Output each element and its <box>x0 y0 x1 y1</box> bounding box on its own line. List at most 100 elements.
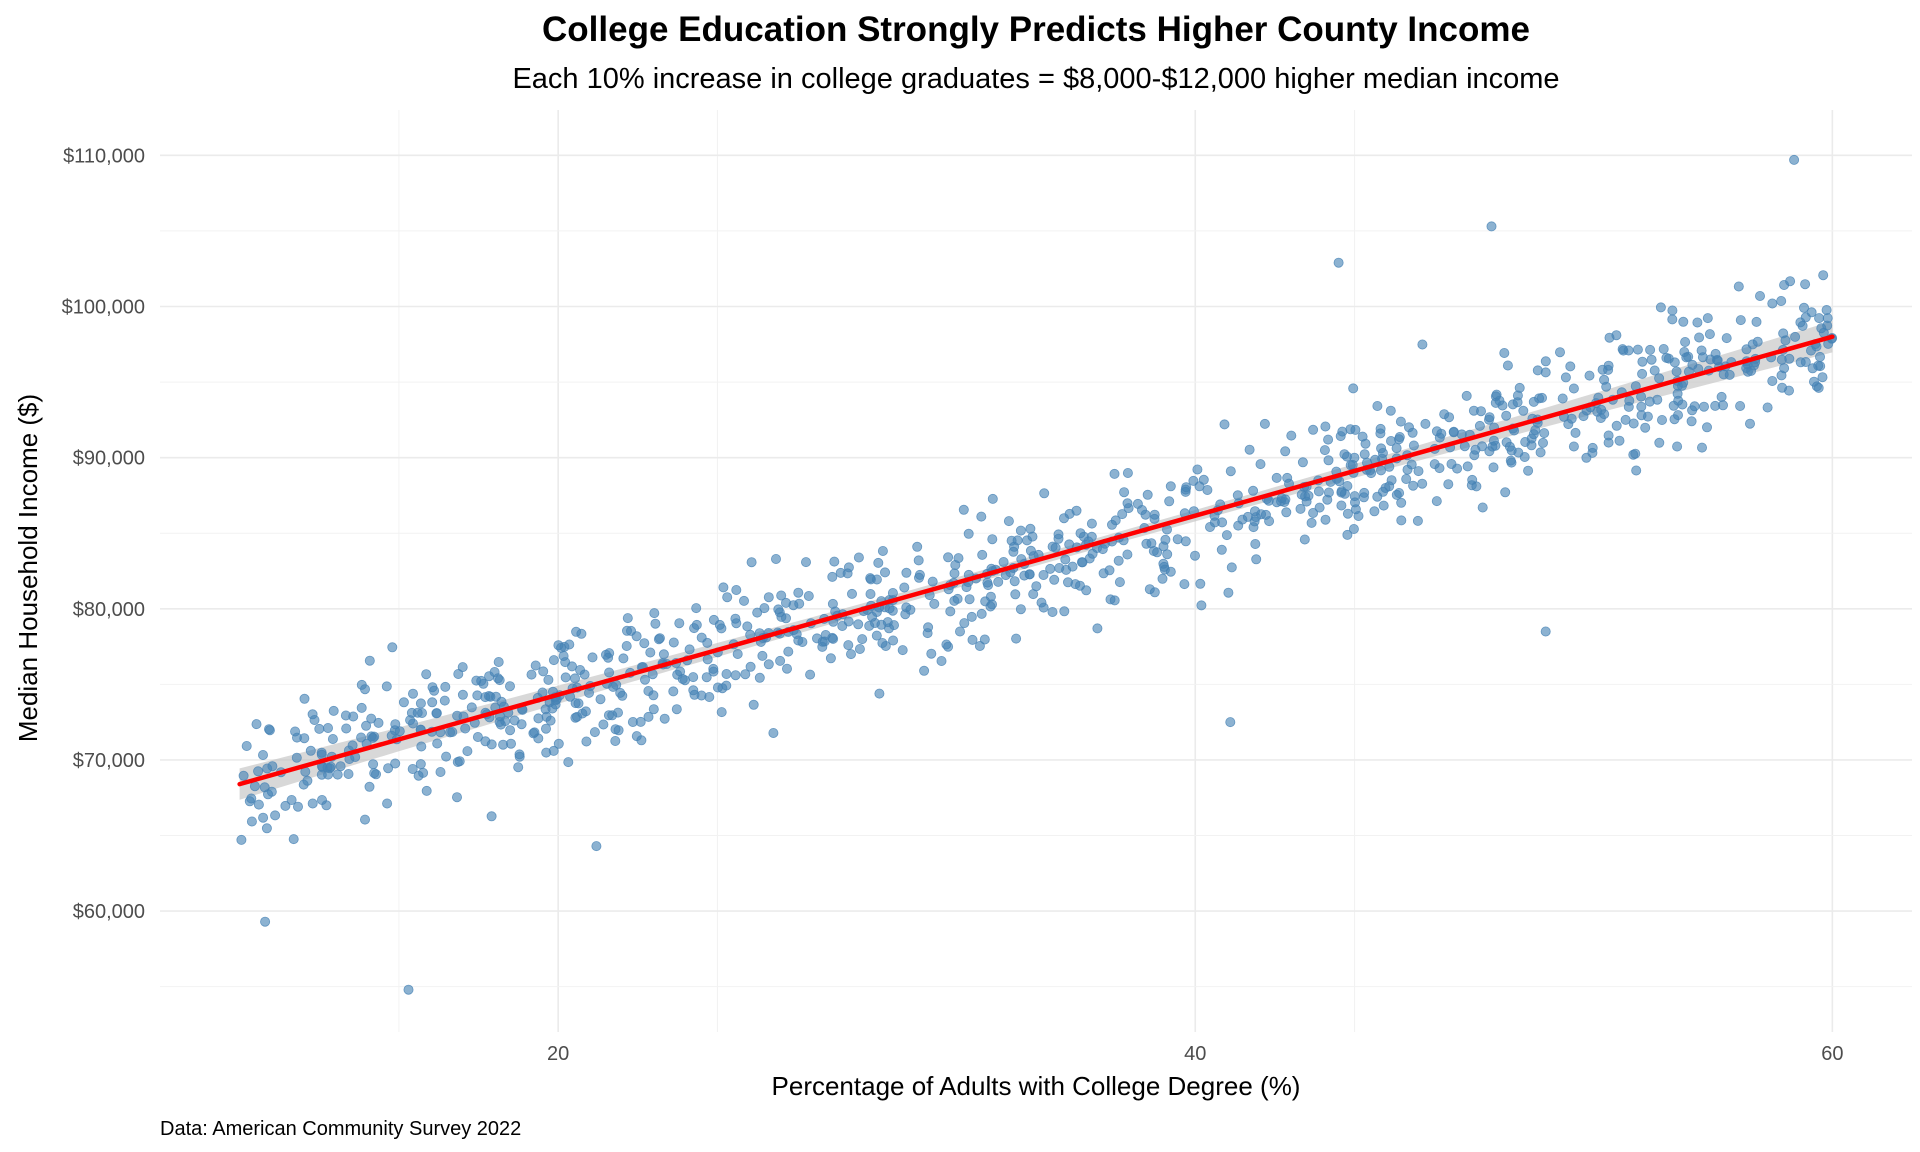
data-point <box>1501 437 1512 448</box>
data-point <box>974 641 985 652</box>
data-point <box>649 608 660 619</box>
data-point <box>1502 360 1513 371</box>
data-point <box>1599 409 1610 420</box>
data-point <box>912 541 923 552</box>
data-point <box>1762 402 1773 413</box>
data-point <box>236 834 247 845</box>
data-point <box>251 719 262 730</box>
data-point <box>1067 561 1078 572</box>
data-point <box>949 595 960 606</box>
data-point <box>847 588 858 599</box>
data-point <box>887 605 898 616</box>
data-point <box>752 607 763 618</box>
data-point <box>1336 500 1347 511</box>
data-point <box>740 669 751 680</box>
data-point <box>545 715 556 726</box>
data-point <box>621 641 632 652</box>
data-point <box>1407 427 1418 438</box>
data-point <box>1646 354 1657 365</box>
data-point <box>721 669 732 680</box>
data-point <box>290 726 301 737</box>
data-point <box>1077 557 1088 568</box>
data-point <box>793 587 804 598</box>
data-point <box>1376 465 1387 476</box>
data-point <box>1375 423 1386 434</box>
data-point <box>1295 503 1306 514</box>
data-point <box>462 746 473 757</box>
data-point <box>1408 480 1419 491</box>
data-point <box>572 711 583 722</box>
data-point <box>712 682 723 693</box>
data-point <box>1011 633 1022 644</box>
data-point <box>1488 462 1499 473</box>
data-point <box>672 669 683 680</box>
data-point <box>1637 356 1648 367</box>
data-point <box>768 728 779 739</box>
data-point <box>1164 496 1175 507</box>
data-point <box>702 637 713 648</box>
data-point <box>1047 607 1058 618</box>
data-point <box>560 672 571 683</box>
data-point <box>1668 400 1679 411</box>
data-point <box>1780 335 1791 346</box>
data-point <box>1104 565 1115 576</box>
data-point <box>307 709 318 720</box>
data-point <box>1528 429 1539 440</box>
data-point <box>854 644 865 655</box>
data-point <box>1735 400 1746 411</box>
data-point <box>322 723 333 734</box>
data-point <box>1581 452 1592 463</box>
data-point <box>1009 576 1020 587</box>
data-point <box>1063 577 1074 588</box>
data-point <box>949 568 960 579</box>
data-point <box>253 766 264 777</box>
data-point <box>1165 481 1176 492</box>
data-point <box>998 557 1009 568</box>
data-point <box>1557 393 1568 404</box>
data-point <box>280 800 291 811</box>
data-point <box>613 707 624 718</box>
data-point <box>1491 389 1502 400</box>
data-point <box>1233 520 1244 531</box>
data-point <box>668 686 679 697</box>
data-point <box>877 546 888 557</box>
data-point <box>817 636 828 647</box>
data-point <box>1144 584 1155 595</box>
data-point <box>959 618 970 629</box>
data-point <box>1637 368 1648 379</box>
data-point <box>373 717 384 728</box>
data-point <box>1790 331 1801 342</box>
data-point <box>1114 577 1125 588</box>
data-point <box>1540 356 1551 367</box>
data-point <box>739 595 750 606</box>
data-point <box>440 681 451 692</box>
data-point <box>1320 514 1331 525</box>
data-point <box>1071 505 1082 516</box>
data-point <box>1142 489 1153 500</box>
data-point <box>1113 555 1124 566</box>
data-point <box>730 613 741 624</box>
data-point <box>427 697 438 708</box>
data-point <box>1789 154 1800 165</box>
data-point <box>1385 405 1396 416</box>
data-point <box>1506 457 1517 468</box>
data-point <box>1122 549 1133 560</box>
data-point <box>1733 281 1744 292</box>
data-point <box>1680 336 1691 347</box>
data-point <box>1540 367 1551 378</box>
data-point <box>631 631 642 642</box>
data-point <box>702 654 713 665</box>
data-point <box>1372 400 1383 411</box>
data-point <box>1015 604 1026 615</box>
data-point <box>1358 492 1369 503</box>
data-point <box>1391 489 1402 500</box>
data-point <box>1420 418 1431 429</box>
data-point <box>880 641 891 652</box>
data-point <box>598 719 609 730</box>
data-point <box>421 669 432 680</box>
data-point <box>901 567 912 578</box>
data-point <box>573 698 584 709</box>
data-point <box>495 719 506 730</box>
data-point <box>580 706 591 717</box>
data-point <box>509 715 520 726</box>
